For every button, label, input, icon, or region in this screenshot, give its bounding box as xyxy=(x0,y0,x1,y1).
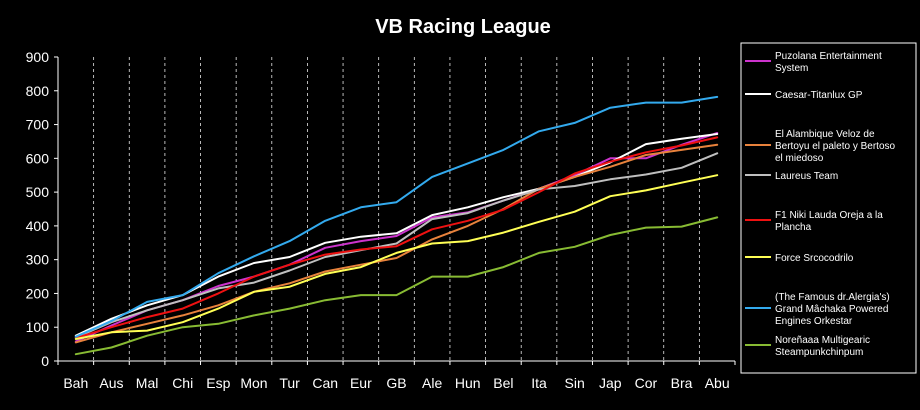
x-tick-label: Cor xyxy=(635,375,658,391)
legend-label: Noreñaaa Multigearic Steampunkchinpum xyxy=(775,335,870,358)
legend-box xyxy=(740,42,917,374)
legend-label: F1 Niki Lauda Oreja a la Plancha xyxy=(775,210,883,233)
x-tick-label: Hun xyxy=(455,375,481,391)
legend-label: Caesar-Titanlux GP xyxy=(775,90,863,101)
y-tick-label: 0 xyxy=(41,353,49,369)
x-tick-label: Bra xyxy=(671,375,693,391)
legend-label: Force Srcocodrilo xyxy=(775,253,854,264)
x-tick-label: Jap xyxy=(599,375,622,391)
y-tick-label: 500 xyxy=(26,184,50,200)
series-line xyxy=(74,216,719,356)
legend-label: Laureus Team xyxy=(775,171,838,182)
x-tick-label: Esp xyxy=(206,375,230,391)
x-tick-label: Aus xyxy=(99,375,123,391)
series-line xyxy=(74,174,719,340)
x-tick-label: Can xyxy=(312,375,338,391)
series-line xyxy=(74,152,719,339)
x-tick-label: GB xyxy=(386,375,406,391)
y-tick-label: 600 xyxy=(26,150,50,166)
y-tick-label: 100 xyxy=(26,319,50,335)
x-tick-label: Mon xyxy=(240,375,267,391)
y-tick-label: 200 xyxy=(26,285,50,301)
y-tick-label: 900 xyxy=(26,49,50,65)
y-tick-label: 400 xyxy=(26,218,50,234)
x-tick-label: Bel xyxy=(493,375,513,391)
y-tick-label: 700 xyxy=(26,117,50,133)
x-tick-label: Sin xyxy=(565,375,585,391)
x-tick-label: Eur xyxy=(350,375,372,391)
chart-title: VB Racing League xyxy=(375,16,551,38)
plot-area: 0 100 200 300 400 500 600 700 800 900 Bah Aus Mal Chi… xyxy=(26,49,736,391)
legend: Puzolana Entertainment System Caesar-Titan… xyxy=(740,42,917,374)
x-tick-label: Ita xyxy=(531,375,547,391)
series-line xyxy=(74,95,719,338)
legend-label: El Alambique Veloz de Bertoyu el paleto y… xyxy=(775,129,896,164)
y-tick-label: 800 xyxy=(26,83,50,99)
y-tick-label: 300 xyxy=(26,252,50,268)
legend-label: (The Famous dr.Alergia's) Grand Mâchaka P… xyxy=(775,292,890,327)
series-line xyxy=(74,143,719,344)
x-tick-label: Mal xyxy=(136,375,159,391)
legend-label: Puzolana Entertainment System xyxy=(775,51,882,74)
x-tick-label: Ale xyxy=(422,375,442,391)
x-tick-label: Bah xyxy=(63,375,88,391)
series-line xyxy=(74,136,719,339)
x-tick-label: Tur xyxy=(279,375,300,391)
x-tick-label: Abu xyxy=(705,375,730,391)
x-tick-label: Chi xyxy=(172,375,193,391)
